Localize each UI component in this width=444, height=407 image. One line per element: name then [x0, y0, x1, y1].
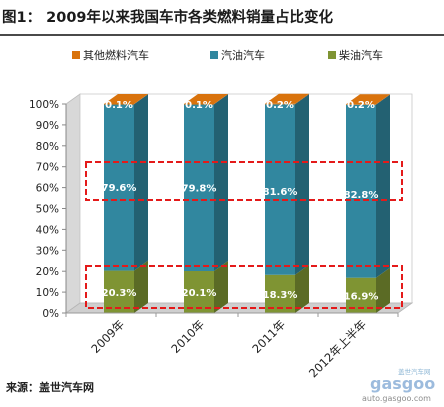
side-wall: [65, 93, 81, 314]
bar-side-face: [295, 93, 309, 105]
bar-segment: [346, 94, 390, 278]
watermark-url: auto.gasgoo.com: [362, 394, 431, 403]
bar-segment: [184, 260, 228, 313]
bar-segment: [104, 94, 148, 105]
bar-value-label: 16.9%: [344, 291, 379, 302]
legend-label: 柴油汽车: [339, 48, 383, 62]
bar-value-label: 79.8%: [182, 183, 217, 194]
gasgoo-watermark: 盖世汽车网 gasgoo auto.gasgoo.com: [362, 367, 435, 403]
bar-front-face: [184, 270, 214, 313]
bar-segment: [104, 94, 148, 271]
bar-segment: [346, 94, 390, 105]
legend-swatch: [72, 51, 80, 59]
x-category-label: 2010年: [168, 317, 207, 356]
bar-segment: [184, 94, 228, 271]
y-tick-label: 50%: [36, 204, 59, 216]
bar-side-face: [214, 94, 228, 271]
bar-side-face: [376, 94, 390, 278]
bar-side-face: [376, 94, 390, 105]
bar-top-face: [104, 94, 148, 104]
bar-top-face: [184, 94, 228, 104]
y-tick-label: 60%: [36, 183, 59, 195]
y-axis: 0% 10% 20% 30% 40% 50% 60% 70% 80% 90% 100%: [29, 99, 67, 320]
watermark-small-text: 盖世汽车网: [398, 367, 431, 376]
x-category-label: 2009年: [88, 317, 127, 356]
chart-legend: 其他燃料汽车 汽油汽车 柴油汽车: [72, 48, 383, 62]
y-tick-label: 80%: [36, 141, 59, 153]
chart-walls: [64, 93, 414, 314]
y-tick-label: 10%: [36, 287, 59, 299]
y-tick-label: 70%: [36, 162, 59, 174]
bar-value-label: 0.1%: [105, 100, 133, 111]
bar-top-face: [265, 93, 309, 104]
highlight-boxes: [85, 161, 403, 309]
bar-value-label: 0.2%: [266, 100, 294, 111]
bar-value-label: 82.8%: [344, 190, 379, 201]
y-tick-label: 20%: [36, 266, 59, 278]
bar-side-face: [134, 260, 148, 313]
source-note: 来源：盖世汽车网: [6, 381, 94, 394]
bar-segment: [265, 264, 309, 313]
bar-value-label: 0.1%: [185, 100, 213, 111]
bar-value-label: 20.1%: [182, 288, 217, 299]
bar-front-face: [104, 104, 134, 105]
bar-front-face: [184, 104, 214, 271]
legend-label: 汽油汽车: [221, 48, 265, 62]
legend-swatch: [210, 51, 218, 59]
x-category-label: 2011年: [249, 317, 288, 356]
bar-side-face: [295, 94, 309, 275]
bar-segment: [265, 93, 309, 105]
bar-front-face: [265, 104, 295, 275]
bar-side-face: [214, 94, 228, 105]
bar-side-face: [214, 260, 228, 313]
bar-segment: [184, 94, 228, 105]
x-axis: 2009年 2010年 2011年 2012年上半年: [65, 312, 399, 380]
bar-front-face: [104, 270, 134, 313]
y-tick-label: 40%: [36, 224, 59, 236]
bar-top-face: [346, 94, 390, 105]
bar-side-face: [376, 267, 390, 313]
bar-front-face: [184, 104, 214, 105]
bars: 20.3% 79.6% 0.1% 20.1% 79.8% 0.1% 18.3% 81.6% 0.…: [102, 93, 390, 313]
y-tick-label: 90%: [36, 120, 59, 132]
title-divider: [0, 34, 444, 36]
bar-front-face: [104, 104, 134, 271]
y-tick-label: 0%: [42, 308, 59, 320]
page-title: 图1： 2009年以来我国车市各类燃料销量占比变化: [2, 10, 333, 26]
highlight-box-diesel: [85, 265, 403, 309]
bar-front-face: [265, 274, 295, 313]
bar-side-face: [295, 264, 309, 313]
y-tick-label: 100%: [29, 99, 59, 111]
bar-front-face: [265, 103, 295, 105]
bar-front-face: [346, 104, 376, 105]
bar-side-face: [134, 94, 148, 105]
bar-value-label: 79.6%: [102, 183, 137, 194]
highlight-box-gasoline: [85, 161, 403, 201]
bar-segment: [265, 94, 309, 275]
bar-front-face: [346, 104, 376, 278]
bar-segment: [104, 260, 148, 313]
legend-swatch: [328, 51, 336, 59]
bar-side-face: [134, 94, 148, 271]
legend-label: 其他燃料汽车: [83, 48, 149, 62]
bar-value-label: 81.6%: [263, 187, 298, 198]
y-tick-label: 30%: [36, 245, 59, 257]
bar-value-label: 20.3%: [102, 288, 137, 299]
bar-value-label: 0.2%: [347, 100, 375, 111]
watermark-brand: gasgoo: [370, 374, 435, 393]
bar-value-label: 18.3%: [263, 290, 298, 301]
